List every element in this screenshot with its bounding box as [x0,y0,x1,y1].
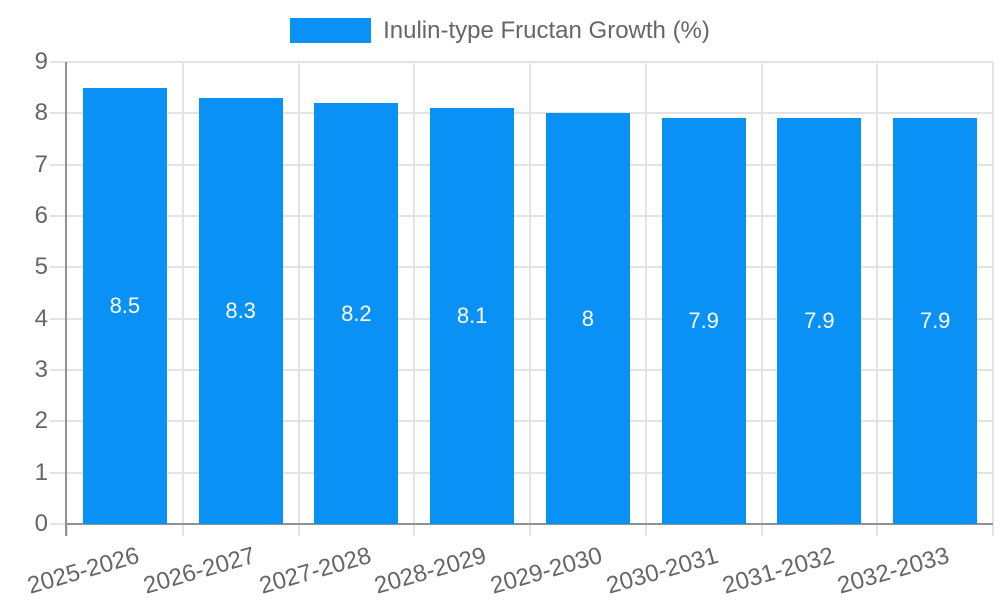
bar-value-label: 8.1 [456,303,488,329]
v-gridline [876,62,879,524]
y-tick-label: 9 [34,48,48,75]
legend-item[interactable]: Inulin-type Fructan Growth (%) [0,16,1000,45]
bar[interactable] [777,118,862,524]
v-gridline [644,62,647,524]
x-tick [413,524,416,536]
y-tick-label: 4 [34,304,48,332]
bar[interactable] [893,118,978,524]
y-tick [50,523,66,525]
y-tick-label: 7 [34,150,48,178]
y-tick-label: 2 [34,407,48,435]
y-tick-label: 5 [34,253,48,281]
x-tick [760,524,763,536]
v-gridline [413,62,416,524]
y-tick-label: 8 [34,99,48,127]
x-tick-label: 2029-2030 [487,542,606,600]
x-tick-label: 2028-2029 [371,542,490,600]
h-gridline [50,471,993,474]
bar[interactable] [82,87,167,524]
y-tick-label: 1 [34,458,48,486]
x-axis-line [65,523,993,525]
y-axis-line [65,62,67,536]
x-tick [876,524,879,536]
bar[interactable] [314,103,399,524]
x-tick [529,524,531,536]
h-gridline [50,215,993,217]
v-gridline [181,62,184,524]
h-gridline [50,112,993,115]
x-tick [297,524,300,536]
h-gridline [50,317,993,320]
v-gridline [297,62,300,524]
v-gridline [992,62,994,524]
x-tick-label: 2032-2033 [834,542,953,600]
bar-value-label: 8.2 [341,300,372,326]
x-tick [181,524,184,536]
h-gridline [50,369,993,371]
bar[interactable] [430,108,515,524]
x-tick-label: 2027-2028 [256,542,374,600]
bar[interactable] [545,113,630,524]
h-gridline [50,61,993,63]
bar-value-label: 7.9 [688,308,719,334]
x-tick [644,524,647,536]
bar-value-label: 8.5 [109,292,141,318]
bar-value-label: 7.9 [804,308,835,334]
legend-label: Inulin-type Fructan Growth (%) [383,17,710,44]
x-tick [992,524,994,536]
h-gridline [50,266,993,269]
y-tick-label: 0 [34,510,48,537]
y-tick-label: 3 [34,356,48,383]
x-tick-label: 2025-2026 [24,542,143,600]
legend-swatch [290,18,372,43]
x-tick-label: 2026-2027 [140,542,259,600]
bar[interactable] [661,118,746,524]
h-gridline [50,163,993,166]
v-gridline [760,62,763,524]
h-gridline [50,420,993,423]
x-tick [66,524,68,536]
bar[interactable] [198,97,283,524]
x-tick-label: 2030-2031 [603,542,722,600]
v-gridline [529,62,531,524]
bar-value-label: 8 [581,305,594,331]
y-tick-label: 6 [34,202,48,229]
x-tick-label: 2031-2032 [719,542,837,600]
bar-value-label: 7.9 [919,308,951,334]
bar-value-label: 8.3 [225,297,256,323]
